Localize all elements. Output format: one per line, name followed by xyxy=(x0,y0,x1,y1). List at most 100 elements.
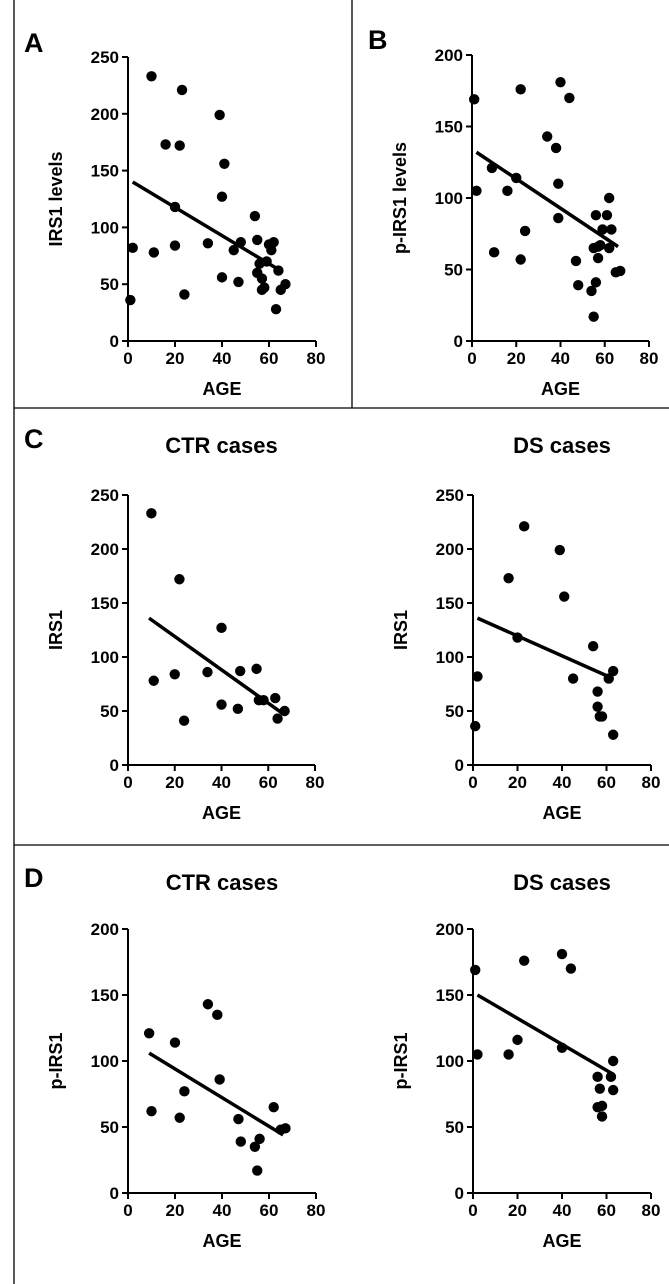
chart-b-point xyxy=(590,209,602,221)
chart-c-ctr-point xyxy=(232,703,244,715)
chart-d-ds-point xyxy=(556,948,568,960)
chart-c-ctr-y-tick-label: 200 xyxy=(91,540,119,559)
chart-d-ds-point xyxy=(565,963,577,974)
chart-d-ctr-title: CTR cases xyxy=(166,870,279,895)
chart-b-point xyxy=(488,247,500,258)
chart-d-ctr-x-tick-label: 80 xyxy=(307,1201,326,1220)
chart-a-y-tick-label: 0 xyxy=(110,332,119,351)
chart-c-ctr-point xyxy=(202,666,213,678)
chart-a-ylabel: IRS1 levels xyxy=(46,151,66,246)
chart-c-ds-point xyxy=(567,673,579,684)
chart-d-ds-x-tick-label: 0 xyxy=(468,1201,477,1220)
chart-b-point xyxy=(553,178,564,189)
chart-d-ctr-y-tick-label: 200 xyxy=(91,920,119,939)
chart-d-ctr-ylabel: p-IRS1 xyxy=(46,1032,66,1089)
chart-a-point xyxy=(261,256,272,267)
chart-c-ds-point xyxy=(596,711,608,722)
chart-c-ctr-point xyxy=(146,508,157,519)
chart-a-irs1-levels: 0 50 100 150 200 250 0 20 40 60 80 AGE IRS1 levels xyxy=(46,48,325,399)
chart-c-ds-y-tick-label: 250 xyxy=(436,486,464,505)
chart-c-ctr-xlabel: AGE xyxy=(202,803,241,823)
chart-a-point xyxy=(216,272,228,283)
chart-c-ctr-y-tick-label: 0 xyxy=(110,756,119,775)
chart-d-ds-point xyxy=(605,1071,617,1083)
chart-d-ctr-point xyxy=(254,1133,265,1145)
chart-d-ds-x-tick-label: 40 xyxy=(553,1201,572,1220)
chart-d-ctr-point xyxy=(249,1141,261,1153)
chart-b-point xyxy=(519,225,531,237)
chart-d-ds-x-tick-label: 80 xyxy=(642,1201,661,1220)
chart-c-ctr-y-tick-label: 250 xyxy=(91,486,119,505)
chart-a-x-tick-label: 20 xyxy=(166,349,185,368)
chart-c-ctr-irs1: 0 50 100 150 200 250 0 20 40 60 80 AGE IRS1 CTR cases xyxy=(46,433,324,823)
chart-a-point xyxy=(169,240,181,251)
chart-c-ctr-point xyxy=(216,622,227,634)
chart-c-ds-point xyxy=(607,665,619,677)
chart-d-ctr-y-tick-label: 0 xyxy=(110,1184,119,1203)
chart-a-point xyxy=(256,273,268,284)
chart-b-point xyxy=(515,84,526,95)
chart-b-point xyxy=(590,277,602,288)
chart-d-ds-point xyxy=(470,964,481,976)
chart-d-ds-y-tick-label: 100 xyxy=(436,1052,464,1071)
chart-c-ds-point xyxy=(512,632,523,643)
chart-c-ctr-point xyxy=(251,663,262,675)
chart-c-ds-point xyxy=(518,521,530,532)
chart-d-ds-y-tick-label: 0 xyxy=(455,1184,464,1203)
chart-b-x-tick-label: 20 xyxy=(507,349,526,368)
chart-a-point xyxy=(127,242,138,254)
chart-a-point xyxy=(176,84,188,96)
chart-c-ds-point xyxy=(559,591,570,602)
chart-a-point xyxy=(259,282,270,293)
chart-b-x-tick-label: 0 xyxy=(467,349,476,368)
chart-a-point xyxy=(273,265,284,276)
chart-c-ctr-point xyxy=(270,692,281,704)
chart-b-point xyxy=(555,76,566,88)
chart-d-ctr-p-irs1: 0 50 100 150 200 0 20 40 60 80 AGE p-IRS1 CTR cases xyxy=(46,870,325,1251)
chart-d-ctr-y-tick-label: 50 xyxy=(100,1118,119,1137)
chart-d-ds-trendline xyxy=(476,993,615,1076)
chart-d-ctr-point xyxy=(252,1165,263,1176)
chart-a-y-tick-label: 50 xyxy=(100,275,119,294)
chart-a-y-tick-label: 100 xyxy=(91,218,119,237)
chart-c-ctr-y-tick-label: 100 xyxy=(91,648,119,667)
chart-c-ctr-y-tick-label: 50 xyxy=(100,702,119,721)
chart-a-point xyxy=(268,236,279,248)
chart-d-ctr-point xyxy=(179,1086,190,1097)
panel-letter-a: A xyxy=(24,28,44,58)
chart-d-ds-x-tick-label: 20 xyxy=(508,1201,527,1220)
chart-d-ds-point xyxy=(472,1049,483,1060)
chart-c-ds-point xyxy=(592,686,603,697)
chart-c-ctr-point xyxy=(272,713,283,724)
chart-d-ds-p-irs1: 0 50 100 150 200 0 20 40 60 80 AGE p-IRS1 DS cases xyxy=(391,870,660,1251)
panel-letter-c: C xyxy=(24,424,44,454)
chart-d-ds-point xyxy=(607,1084,619,1096)
chart-a-point xyxy=(214,109,225,121)
chart-b-point xyxy=(542,131,553,142)
chart-a-point xyxy=(266,244,277,256)
chart-b-point xyxy=(570,255,582,267)
chart-c-ds-point xyxy=(607,729,619,740)
chart-a-x-tick-label: 0 xyxy=(123,349,132,368)
chart-b-point xyxy=(597,224,608,235)
chart-c-ds-ylabel: IRS1 xyxy=(391,610,411,650)
chart-b-point xyxy=(601,209,613,221)
chart-c-ds-point xyxy=(472,671,483,682)
chart-d-ds-point xyxy=(518,955,530,966)
chart-a-point xyxy=(233,276,244,288)
chart-a-x-tick-label: 60 xyxy=(260,349,279,368)
chart-b-point xyxy=(586,285,597,297)
chart-a-point xyxy=(179,289,190,300)
chart-c-ds-x-tick-label: 40 xyxy=(553,773,572,792)
chart-d-ctr-point xyxy=(235,1136,246,1147)
chart-c-ctr-point xyxy=(235,665,246,677)
chart-b-point xyxy=(615,265,626,277)
chart-d-ds-point xyxy=(607,1055,619,1067)
chart-b-point xyxy=(550,142,562,154)
chart-d-ctr-y-tick-label: 150 xyxy=(91,986,119,1005)
chart-d-ctr-point xyxy=(280,1123,291,1134)
panel-borders xyxy=(13,0,669,1284)
chart-a-y-tick-label: 200 xyxy=(91,105,119,124)
chart-b-y-tick-label: 100 xyxy=(435,189,463,208)
